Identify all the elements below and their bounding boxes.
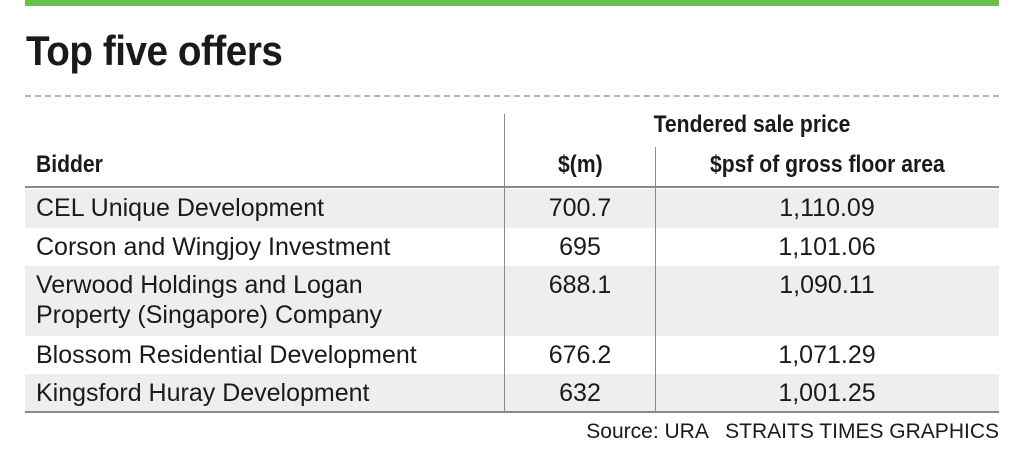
cell-price-m: 676.2 xyxy=(548,341,612,369)
header-price-m-label: $(m) xyxy=(557,151,603,178)
cell-price-m: 700.7 xyxy=(548,194,612,222)
dashed-divider xyxy=(25,95,999,97)
header-bidder: Bidder xyxy=(36,145,112,185)
table-row: Kingsford Huray Development 632 1,001.25 xyxy=(25,374,999,412)
cell-bidder: Blossom Residential Development xyxy=(36,341,417,369)
header-price-m: $(m) xyxy=(505,145,655,185)
table-row: Blossom Residential Development 676.2 1,… xyxy=(25,336,999,374)
cell-price-m: 688.1 xyxy=(548,271,612,299)
column-divider xyxy=(504,114,505,412)
source-credit: Source: URA STRAITS TIMES GRAPHICS xyxy=(586,420,999,443)
cell-bidder: CEL Unique Development xyxy=(36,194,325,222)
column-group-header: Tendered sale price xyxy=(653,111,851,138)
column-divider xyxy=(655,147,656,412)
table-row: Verwood Holdings and Logan Property (Sin… xyxy=(25,266,999,336)
header-psf-label: $psf of gross floor area xyxy=(709,151,945,178)
cell-price-m: 695 xyxy=(559,233,601,261)
bottom-rule xyxy=(25,411,999,413)
header-psf: $psf of gross floor area xyxy=(655,145,999,185)
cell-psf: 1,071.29 xyxy=(778,341,876,369)
table-row: CEL Unique Development 700.7 1,110.09 xyxy=(25,189,999,228)
cell-psf: 1,001.25 xyxy=(778,379,876,407)
header-rule xyxy=(25,186,999,188)
table-row: Corson and Wingjoy Investment 695 1,101.… xyxy=(25,228,999,266)
cell-psf: 1,110.09 xyxy=(779,194,875,222)
accent-bar xyxy=(25,0,999,6)
cell-psf: 1,101.06 xyxy=(778,233,876,261)
cell-bidder: Kingsford Huray Development xyxy=(36,379,370,407)
cell-bidder: Verwood Holdings and Logan Property (Sin… xyxy=(36,271,382,329)
cell-bidder: Corson and Wingjoy Investment xyxy=(36,233,391,261)
header-bidder-label: Bidder xyxy=(36,151,103,178)
cell-psf: 1,090.11 xyxy=(779,271,875,299)
chart-title: Top five offers xyxy=(26,27,283,74)
cell-price-m: 632 xyxy=(559,379,601,407)
